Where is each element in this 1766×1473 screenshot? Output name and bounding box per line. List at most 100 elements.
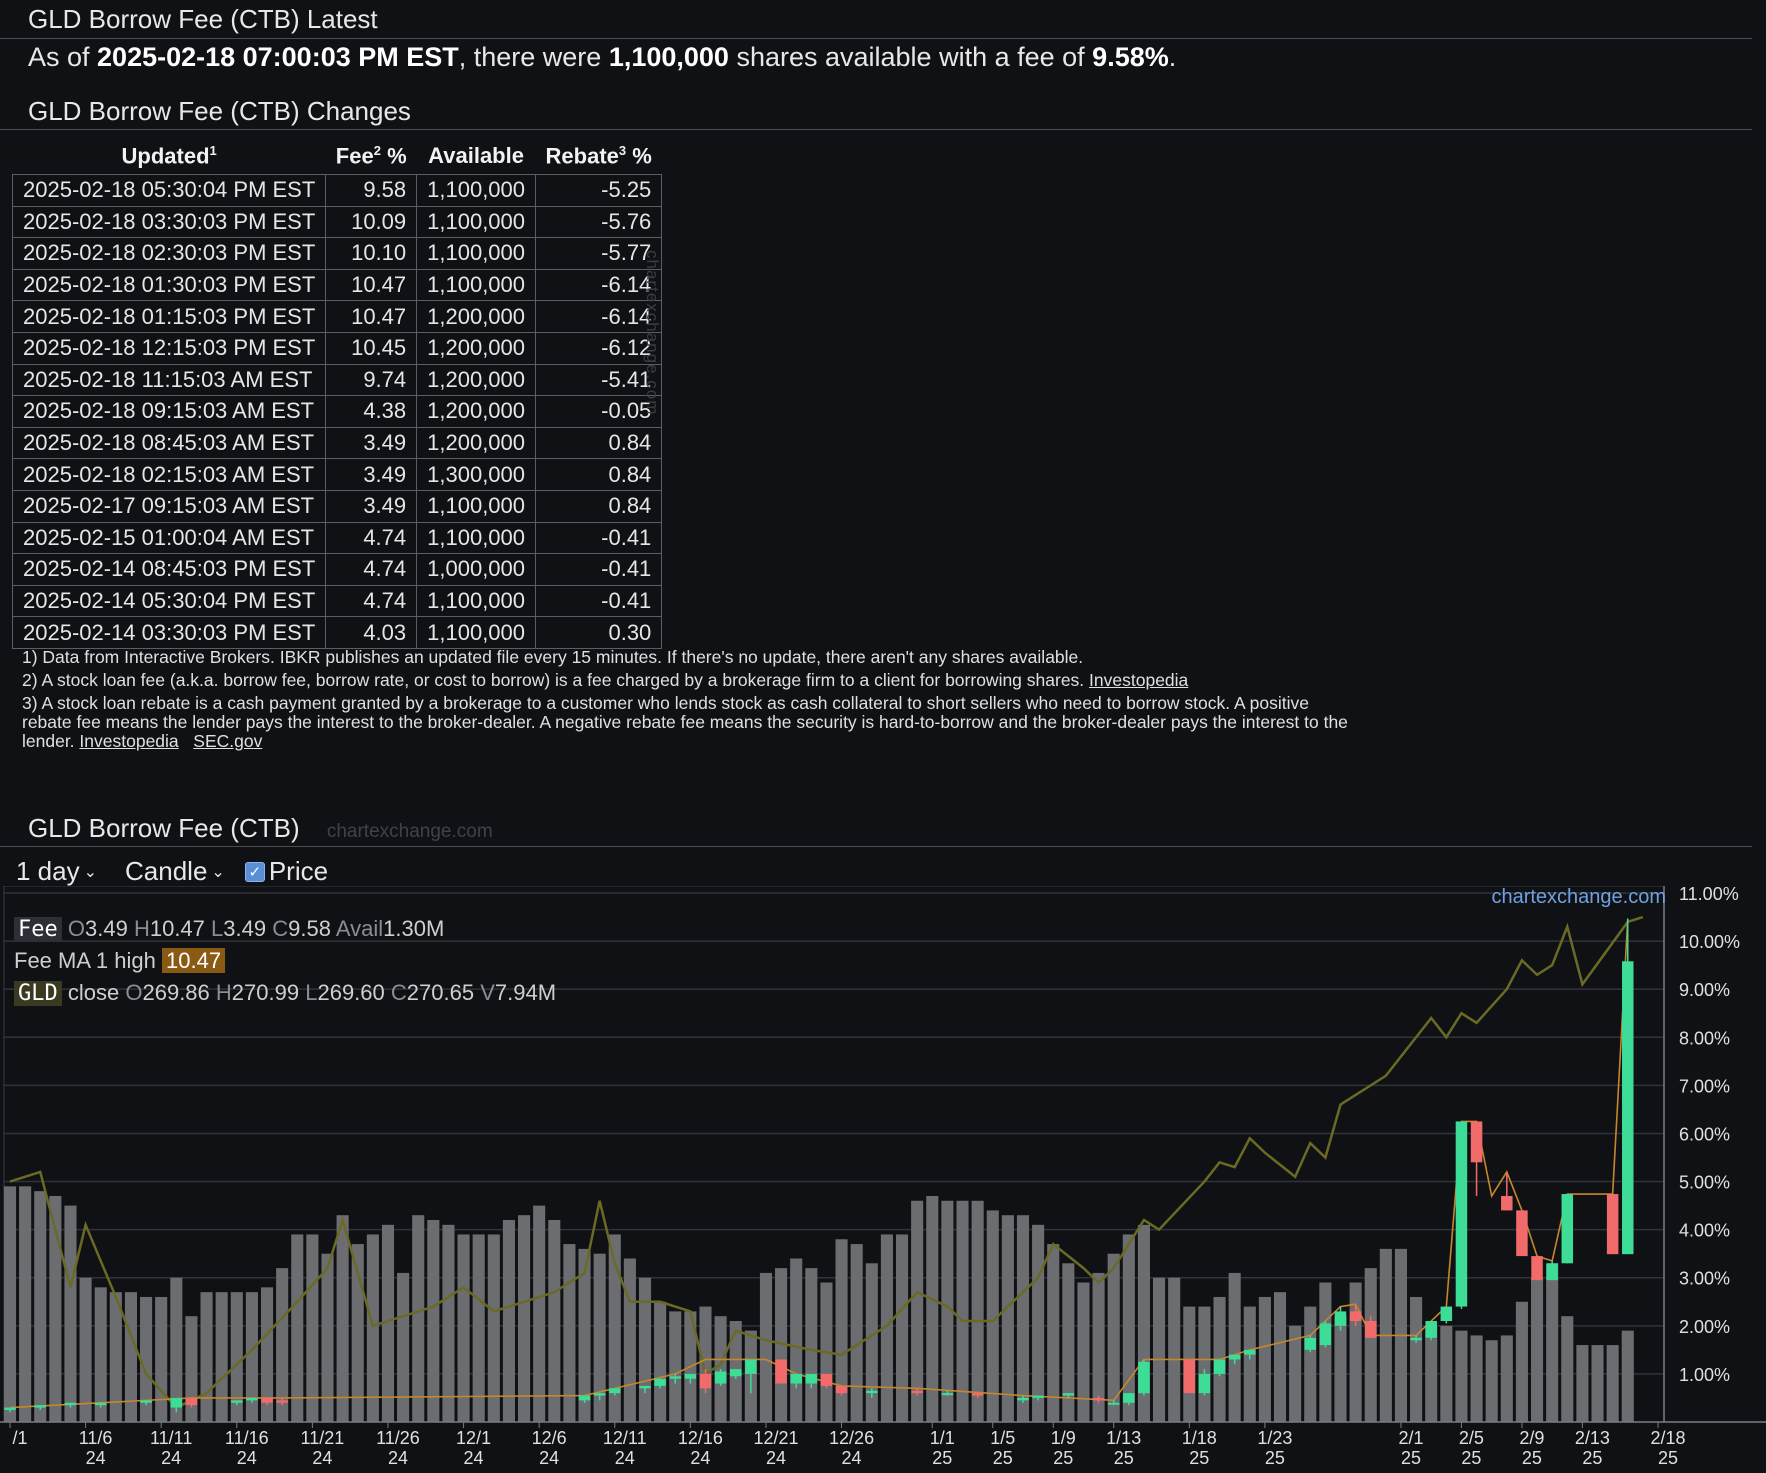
- cell-updated: 2025-02-15 01:00:04 AM EST: [11, 521, 327, 555]
- candle-body: [578, 1395, 591, 1401]
- latest-timestamp: 2025-02-18 07:00:03 PM EST: [97, 42, 459, 72]
- candle-body: [1138, 1361, 1150, 1394]
- candle-body: [1334, 1311, 1347, 1326]
- availability-bar: [654, 1301, 667, 1422]
- x-tick-label: 12/1: [456, 1428, 491, 1448]
- cell-rebate: -0.05: [535, 395, 663, 428]
- chart-type-dropdown[interactable]: Candle ⌄: [125, 856, 225, 887]
- availability-bar: [1319, 1282, 1332, 1422]
- availability-bar: [1198, 1306, 1211, 1422]
- availability-bar: [699, 1306, 712, 1422]
- candle-body: [1606, 1194, 1619, 1255]
- availability-bar: [351, 1244, 364, 1422]
- availability-bar: [669, 1311, 682, 1422]
- cell-updated: 2025-02-14 03:30:03 PM EST: [11, 616, 327, 649]
- y-tick-label: 7.00%: [1679, 1076, 1730, 1096]
- x-tick-label: 1/9: [1051, 1428, 1076, 1448]
- price-toggle[interactable]: ✓ Price: [244, 856, 329, 887]
- header-rebate: Rebate3 %: [545, 142, 652, 169]
- cell-rebate: 0.84: [535, 458, 663, 491]
- cell-rebate: -6.14: [535, 300, 663, 333]
- latest-shares: 1,100,000: [608, 42, 729, 72]
- x-tick-label-year: 24: [690, 1448, 710, 1468]
- availability-bar: [19, 1186, 32, 1422]
- cell-rebate: 0.84: [535, 489, 663, 523]
- candle-body: [639, 1385, 651, 1389]
- table-row: 2025-02-18 12:15:03 PM EST 10.45 1,200,000…: [11, 331, 663, 365]
- cell-available: 1,200,000: [416, 331, 537, 365]
- x-tick-label-year: 25: [1053, 1448, 1073, 1468]
- candle-body: [34, 1405, 46, 1408]
- x-tick-label: 12/26: [829, 1428, 874, 1448]
- price-toggle-label: Price: [268, 856, 329, 886]
- borrow-fee-chart[interactable]: 1.00% 2.00% 3.00% 4.00% 5.00% 6.00% 7.00% 8.00%…: [0, 886, 1766, 1473]
- availability-bar: [1273, 1292, 1287, 1422]
- availability-bar: [306, 1234, 319, 1422]
- availability-bar: [1016, 1215, 1030, 1422]
- candle-body: [170, 1397, 183, 1408]
- availability-bar: [502, 1220, 515, 1422]
- cell-available: 1,000,000: [416, 553, 537, 586]
- candle-body: [1470, 1121, 1483, 1163]
- candle-body: [1364, 1321, 1377, 1338]
- cell-updated: 2025-02-18 12:15:03 PM EST: [11, 331, 327, 365]
- cell-rebate: -5.76: [535, 205, 663, 239]
- x-tick-label-year: 25: [932, 1448, 952, 1468]
- availability-bar: [1410, 1296, 1423, 1422]
- candle-body: [775, 1359, 787, 1384]
- x-tick-label: /1: [12, 1428, 27, 1448]
- cell-available: 1,100,000: [416, 174, 537, 207]
- candle-body: [1092, 1397, 1105, 1401]
- candle-body: [1213, 1359, 1226, 1374]
- latest-fee: 9.58%: [1092, 42, 1169, 72]
- checkbox-checked-icon[interactable]: ✓: [244, 861, 265, 882]
- cell-updated: 2025-02-17 09:15:03 AM EST: [11, 489, 327, 523]
- candle-body: [911, 1390, 923, 1394]
- header-updated: Updated1: [121, 142, 217, 169]
- gld-price-line: [9, 915, 1644, 1410]
- availability-bar: [941, 1200, 954, 1422]
- table-row: 2025-02-18 01:30:03 PM EST 10.47 1,100,000…: [11, 268, 663, 302]
- availability-bar: [578, 1248, 591, 1422]
- candle-body: [820, 1373, 833, 1386]
- x-tick-label: 12/16: [678, 1428, 723, 1448]
- gld-volume: 7.94M: [494, 980, 557, 1005]
- availability-bar: [1591, 1345, 1604, 1422]
- availability-bar: [442, 1224, 455, 1422]
- availability-bar: [714, 1316, 727, 1422]
- availability-bar: [1107, 1253, 1120, 1422]
- footnote-3-sec-link[interactable]: SEC.gov: [193, 731, 263, 751]
- cell-fee: 10.47: [325, 268, 418, 302]
- table-row: 2025-02-18 02:30:03 PM EST 10.10 1,100,000…: [11, 237, 663, 270]
- table-row: 2025-02-18 01:15:03 PM EST 10.47 1,200,000…: [11, 300, 663, 333]
- x-tick-label-year: 24: [388, 1448, 408, 1468]
- chart-controls: 1 day ⌄ Candle ⌄ ✓ Price: [16, 856, 328, 887]
- availability-bar: [593, 1253, 606, 1422]
- candle-body: [1198, 1373, 1211, 1394]
- cell-fee: 4.74: [325, 553, 418, 586]
- candle-body: [4, 1407, 16, 1410]
- availability-bar: [1621, 1330, 1634, 1422]
- availability-bar: [1561, 1316, 1574, 1422]
- interval-dropdown[interactable]: 1 day ⌄: [16, 856, 97, 887]
- footnote-3: 3) A stock loan rebate is a cash payment…: [22, 693, 1348, 751]
- y-tick-label: 4.00%: [1679, 1221, 1730, 1241]
- table-row: 2025-02-18 08:45:03 AM EST 3.49 1,200,000 0…: [11, 426, 663, 460]
- availability-bar: [850, 1244, 863, 1422]
- x-tick-label: 1/23: [1257, 1428, 1292, 1448]
- chart-svg[interactable]: 1.00% 2.00% 3.00% 4.00% 5.00% 6.00% 7.00% 8.00%…: [0, 886, 1766, 1473]
- availability-bar: [623, 1258, 636, 1422]
- interval-label: 1 day: [16, 856, 80, 886]
- table-row: 2025-02-18 11:15:03 AM EST 9.74 1,200,000-…: [11, 363, 663, 397]
- cell-fee: 3.49: [325, 458, 418, 491]
- availability-bar: [49, 1195, 62, 1422]
- footnote-2-investopedia-link[interactable]: Investopedia: [1089, 670, 1189, 690]
- cell-updated: 2025-02-18 03:30:03 PM EST: [11, 205, 327, 239]
- footnote-3-investopedia-link[interactable]: Investopedia: [79, 731, 179, 751]
- y-tick-label: 6.00%: [1679, 1124, 1730, 1144]
- gld-close: 270.65: [406, 980, 475, 1005]
- x-tick-label: 1/18: [1182, 1428, 1217, 1448]
- availability-bar: [1576, 1345, 1589, 1422]
- candle-body: [684, 1373, 697, 1379]
- cell-updated: 2025-02-18 02:30:03 PM EST: [11, 237, 327, 270]
